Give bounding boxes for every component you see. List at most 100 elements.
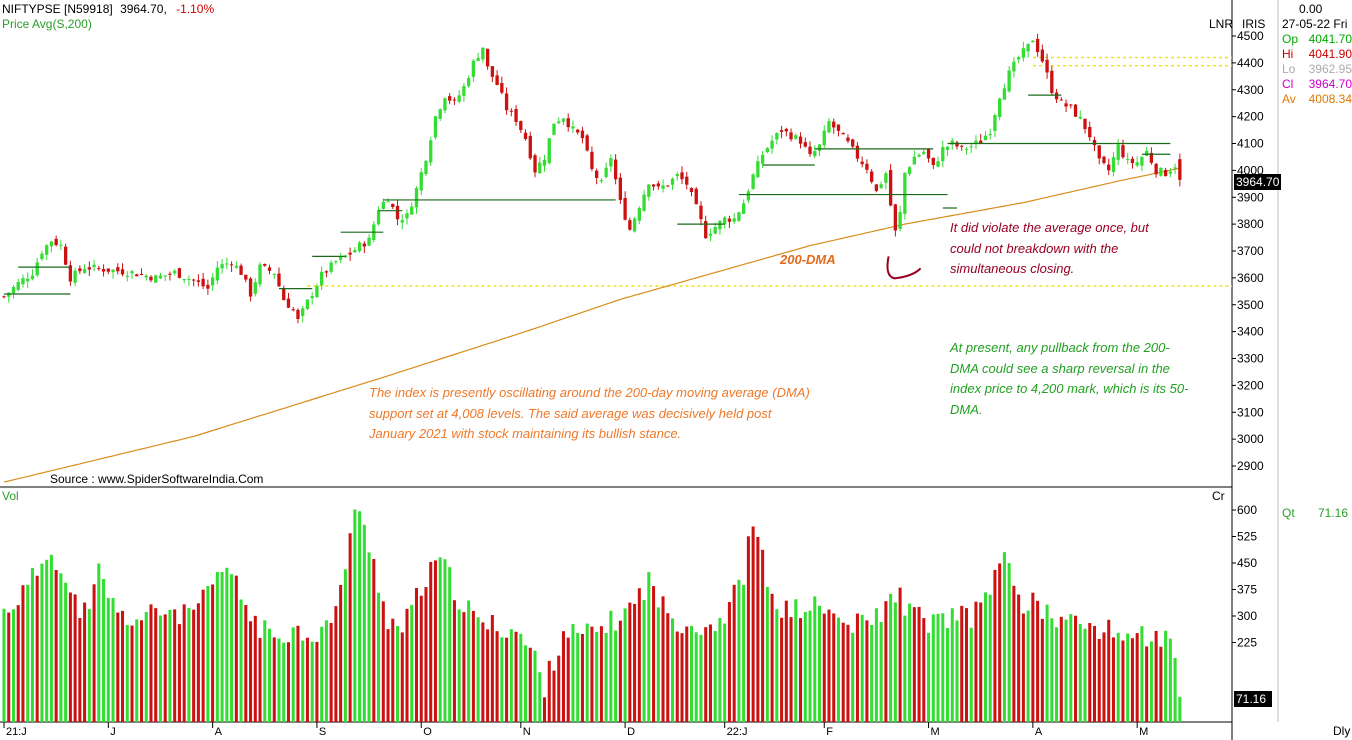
- volume-bar: [737, 579, 741, 722]
- last-volume-tag: 71.16: [1234, 691, 1273, 707]
- ohlc-key: Op: [1282, 32, 1299, 46]
- candle-body: [789, 132, 793, 140]
- volume-bar: [116, 612, 120, 722]
- volume-bar: [139, 620, 144, 722]
- candle-body: [225, 263, 229, 265]
- candle-body: [723, 217, 727, 225]
- volume-bar: [1116, 632, 1120, 722]
- volume-bar: [950, 608, 954, 722]
- volume-bar: [87, 609, 91, 722]
- candle-body: [822, 130, 826, 146]
- volume-bar: [471, 610, 475, 722]
- volume-bar: [742, 584, 746, 722]
- candle-body: [888, 170, 893, 206]
- candle-body: [239, 265, 243, 275]
- volume-bar: [917, 606, 921, 722]
- volume-bar: [495, 631, 499, 722]
- candle-body: [685, 176, 689, 185]
- range-lines: [4, 94, 1171, 295]
- x-tick-label: F: [826, 726, 833, 738]
- candle-body: [258, 264, 262, 285]
- volume-bar: [457, 609, 461, 722]
- candle-body: [670, 178, 675, 185]
- volume-bar: [187, 608, 191, 722]
- volume-bar: [419, 595, 423, 722]
- scale-mode-label[interactable]: LNR: [1209, 17, 1234, 31]
- candle-body: [277, 273, 281, 287]
- volume-bar: [751, 526, 755, 722]
- candle-body: [533, 155, 537, 173]
- candle-body: [609, 158, 613, 167]
- volume-bar: [599, 626, 603, 722]
- volume-bar: [377, 592, 381, 722]
- candlestick-series: [2, 33, 1182, 324]
- candle-body: [485, 48, 490, 67]
- candle-body: [1088, 126, 1092, 138]
- candle-body: [125, 275, 129, 277]
- candle-body: [566, 118, 570, 128]
- volume-bar: [661, 596, 665, 722]
- candle-body: [391, 203, 395, 208]
- volume-bar: [1021, 613, 1025, 722]
- candle-body: [367, 237, 371, 246]
- volume-bar: [182, 604, 186, 722]
- volume-bar: [1130, 638, 1134, 722]
- candle-body: [353, 250, 357, 253]
- volume-bar: [822, 613, 826, 722]
- pullback-note: At present, any pullback from the 200-DM…: [950, 340, 1189, 417]
- volume-bar: [561, 631, 565, 722]
- candle-body: [149, 276, 153, 281]
- volume-bar: [789, 617, 793, 722]
- candle-body: [770, 140, 774, 149]
- volume-bar: [671, 618, 675, 722]
- candle-body: [1116, 144, 1120, 160]
- candle-body: [196, 280, 201, 282]
- candle-body: [462, 86, 466, 96]
- candle-body: [63, 246, 68, 265]
- volume-bar: [35, 575, 39, 722]
- volume-series: [2, 509, 1182, 722]
- price-tick-label: 3300: [1237, 352, 1264, 366]
- candle-body: [746, 191, 751, 201]
- candle-body: [547, 138, 551, 164]
- volume-tick-label: 600: [1237, 503, 1257, 517]
- candle-body: [945, 146, 950, 150]
- candle-body: [950, 140, 954, 145]
- candle-body: [1092, 139, 1097, 146]
- candle-body: [191, 279, 196, 281]
- candle-body: [656, 183, 660, 187]
- candle-body: [1040, 49, 1045, 62]
- volume-bar: [955, 620, 959, 722]
- source-label: Source : www.SpiderSoftwareIndia.Com: [50, 472, 264, 486]
- volume-bar: [732, 584, 736, 722]
- candle-body: [500, 82, 504, 93]
- volume-bar: [1135, 633, 1139, 722]
- ohlc-key: Lo: [1282, 62, 1296, 76]
- candle-body: [523, 132, 528, 140]
- candle-body: [651, 184, 656, 187]
- volume-bar: [239, 599, 243, 722]
- volume-bar: [92, 584, 96, 722]
- support-levels: [307, 56, 1232, 287]
- x-tick-label: N: [523, 726, 531, 738]
- candle-body: [1026, 43, 1030, 52]
- candle-body: [82, 269, 87, 273]
- candle-body: [1178, 159, 1182, 180]
- volume-bar: [220, 572, 224, 722]
- candle-body: [926, 148, 931, 159]
- volume-bar: [974, 601, 978, 722]
- volume-bar: [1064, 619, 1068, 722]
- volume-bar: [1111, 637, 1115, 722]
- price-tick-label: 3000: [1237, 432, 1264, 446]
- candle-body: [21, 278, 25, 285]
- volume-bar: [144, 611, 148, 722]
- volume-bar: [941, 613, 945, 722]
- volume-units-label: Cr: [1212, 489, 1225, 503]
- period-label[interactable]: Dly: [1333, 724, 1351, 738]
- volume-bar: [614, 630, 618, 722]
- volume-bar: [168, 609, 172, 722]
- candle-body: [106, 268, 110, 272]
- candle-body: [666, 185, 670, 187]
- candle-body: [116, 267, 120, 272]
- volume-bar: [1088, 623, 1092, 722]
